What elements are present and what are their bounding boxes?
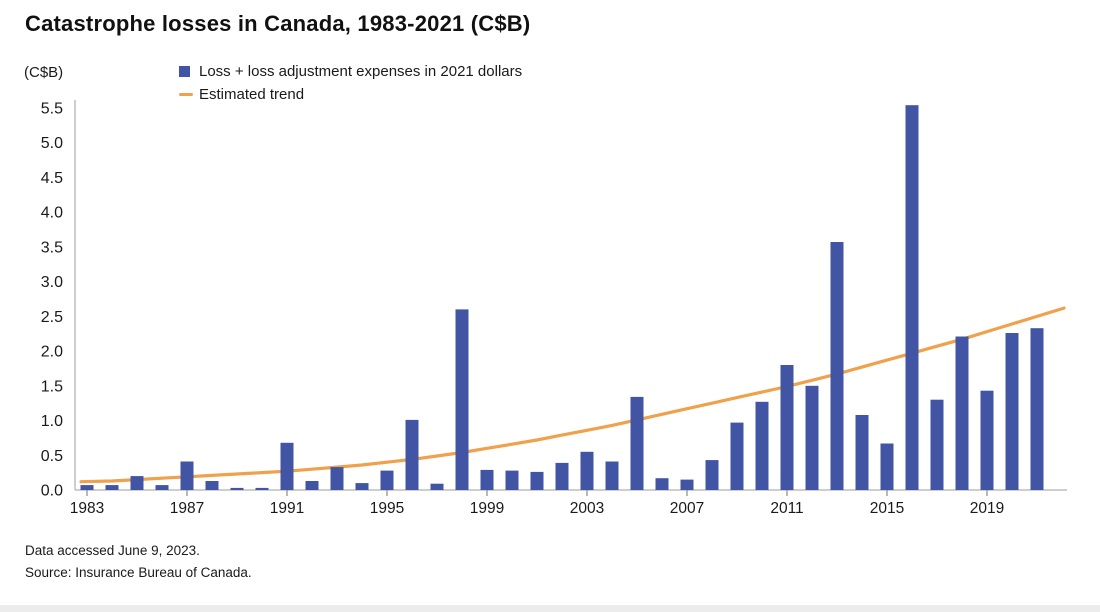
legend-item-bars: Loss + loss adjustment expenses in 2021 … bbox=[179, 60, 522, 83]
y-tick-label: 0.0 bbox=[41, 483, 63, 500]
y-tick-label: 2.0 bbox=[41, 344, 63, 361]
bar-2011 bbox=[780, 365, 794, 490]
y-tick-label: 5.5 bbox=[41, 101, 63, 118]
source-note: Source: Insurance Bureau of Canada. bbox=[25, 565, 252, 580]
y-tick-label: 4.0 bbox=[41, 205, 63, 222]
x-tick-label: 1999 bbox=[470, 500, 504, 517]
chart-footnotes: Data accessed June 9, 2023. Source: Insu… bbox=[25, 540, 252, 584]
y-tick-label: 3.0 bbox=[41, 274, 63, 291]
y-axis-unit-label: (C$B) bbox=[24, 64, 64, 81]
bar-1984 bbox=[105, 485, 119, 490]
x-tick-label: 1995 bbox=[370, 500, 404, 517]
trend-dash-icon bbox=[179, 92, 193, 97]
legend-trend-label: Estimated trend bbox=[199, 86, 305, 103]
bar-1988 bbox=[205, 481, 219, 490]
bar-1994 bbox=[355, 483, 369, 490]
bar-2019 bbox=[980, 390, 994, 490]
bar-1999 bbox=[480, 469, 494, 490]
trend-line bbox=[79, 306, 1066, 484]
bar-2000 bbox=[505, 470, 519, 490]
data-accessed-note: Data accessed June 9, 2023. bbox=[25, 543, 200, 558]
bar-1983 bbox=[80, 485, 94, 490]
bar-2008 bbox=[705, 460, 719, 490]
legend-item-trend: Estimated trend bbox=[179, 83, 522, 106]
x-tick-label: 1983 bbox=[70, 500, 104, 517]
bar-1998 bbox=[455, 309, 469, 490]
y-tick-label: 5.0 bbox=[41, 135, 63, 152]
bar-1990 bbox=[255, 487, 269, 490]
bar-2013 bbox=[830, 242, 844, 490]
x-tick-label: 2007 bbox=[670, 500, 704, 517]
bar-2014 bbox=[855, 415, 869, 490]
bar-1989 bbox=[230, 487, 244, 490]
x-tick-label: 2019 bbox=[970, 500, 1004, 517]
x-tick-label: 1991 bbox=[270, 500, 304, 517]
bar-2015 bbox=[880, 443, 894, 490]
bar-2004 bbox=[605, 461, 619, 490]
bar-2010 bbox=[755, 401, 769, 490]
bar-1993 bbox=[330, 467, 344, 490]
legend: Loss + loss adjustment expenses in 2021 … bbox=[179, 60, 522, 106]
bar-2018 bbox=[955, 336, 969, 490]
bottom-divider bbox=[0, 605, 1100, 612]
y-tick-label: 2.5 bbox=[41, 309, 63, 326]
bar-1991 bbox=[280, 442, 294, 490]
bar-2017 bbox=[930, 399, 944, 490]
bar-2016 bbox=[905, 105, 919, 490]
y-tick-label: 1.5 bbox=[41, 378, 63, 395]
x-tick-label: 1987 bbox=[170, 500, 204, 517]
bar-2006 bbox=[655, 478, 669, 490]
bar-1996 bbox=[405, 419, 419, 490]
y-tick-label: 0.5 bbox=[41, 448, 63, 465]
bar-1985 bbox=[130, 476, 144, 490]
bar-2003 bbox=[580, 451, 594, 490]
bar-1995 bbox=[380, 470, 394, 490]
bar-1987 bbox=[180, 461, 194, 490]
bar-2001 bbox=[530, 471, 544, 490]
y-tick-label: 1.0 bbox=[41, 413, 63, 430]
chart-title: Catastrophe losses in Canada, 1983-2021 … bbox=[25, 11, 531, 36]
x-tick-label: 2011 bbox=[770, 500, 803, 517]
bar-1992 bbox=[305, 481, 319, 490]
bar-swatch-icon bbox=[179, 66, 190, 77]
bar-2005 bbox=[630, 396, 644, 490]
bar-2012 bbox=[805, 385, 819, 490]
y-tick-label: 4.5 bbox=[41, 170, 63, 187]
x-tick-label: 2003 bbox=[570, 500, 604, 517]
x-tick-label: 2015 bbox=[870, 500, 904, 517]
bar-1997 bbox=[430, 483, 444, 490]
bar-2007 bbox=[680, 479, 694, 490]
bar-2002 bbox=[555, 462, 569, 490]
legend-bar-label: Loss + loss adjustment expenses in 2021 … bbox=[199, 63, 523, 80]
bar-2021 bbox=[1030, 328, 1044, 490]
y-tick-label: 3.5 bbox=[41, 239, 63, 256]
bar-2009 bbox=[730, 422, 744, 490]
bar-2020 bbox=[1005, 333, 1019, 490]
bar-1986 bbox=[155, 485, 169, 490]
